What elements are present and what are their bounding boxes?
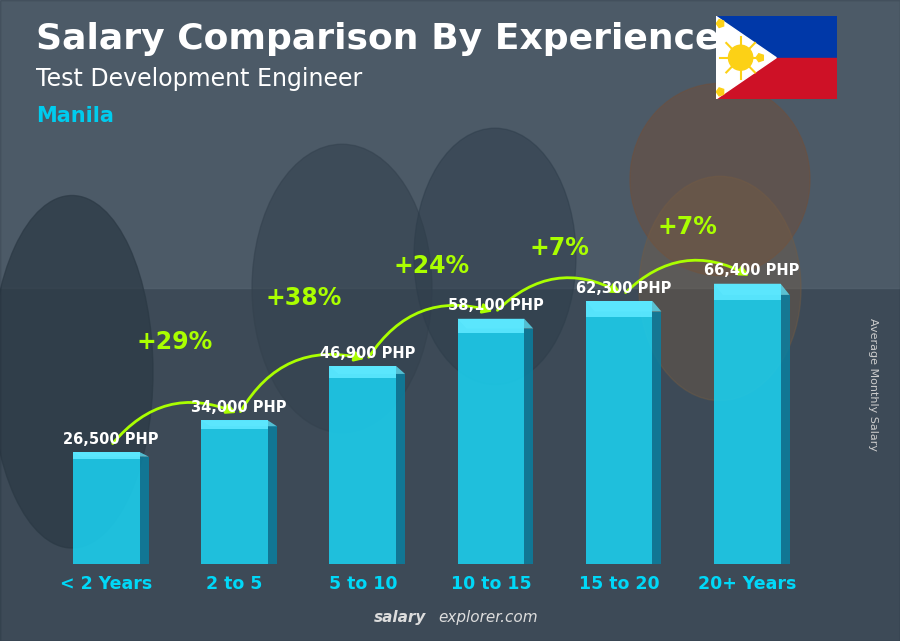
- Text: salary: salary: [374, 610, 426, 625]
- Bar: [202, 420, 268, 564]
- Ellipse shape: [0, 196, 153, 548]
- Text: 62,300 PHP: 62,300 PHP: [576, 281, 671, 296]
- Text: +7%: +7%: [658, 215, 717, 238]
- Polygon shape: [714, 284, 789, 295]
- Bar: [716, 16, 837, 58]
- Polygon shape: [716, 16, 776, 99]
- Polygon shape: [652, 312, 662, 564]
- Text: Salary Comparison By Experience: Salary Comparison By Experience: [36, 22, 719, 56]
- Text: Test Development Engineer: Test Development Engineer: [36, 67, 362, 91]
- Polygon shape: [525, 329, 533, 564]
- Text: Average Monthly Salary: Average Monthly Salary: [868, 318, 878, 451]
- Bar: [714, 284, 780, 301]
- Polygon shape: [396, 374, 405, 564]
- Text: 58,100 PHP: 58,100 PHP: [447, 298, 544, 313]
- Bar: [329, 366, 396, 564]
- Text: 66,400 PHP: 66,400 PHP: [704, 263, 799, 278]
- Text: 34,000 PHP: 34,000 PHP: [192, 400, 287, 415]
- Bar: [586, 301, 652, 564]
- Text: explorer.com: explorer.com: [438, 610, 538, 625]
- Polygon shape: [140, 456, 148, 564]
- Text: +24%: +24%: [393, 254, 470, 278]
- Polygon shape: [780, 295, 789, 564]
- Text: +7%: +7%: [529, 236, 590, 260]
- Bar: [586, 301, 652, 317]
- Text: Manila: Manila: [36, 106, 114, 126]
- Ellipse shape: [252, 144, 432, 433]
- Text: 26,500 PHP: 26,500 PHP: [63, 432, 158, 447]
- Bar: [329, 366, 396, 378]
- Text: +29%: +29%: [137, 329, 213, 354]
- Polygon shape: [73, 452, 148, 456]
- Text: +38%: +38%: [265, 287, 341, 310]
- Ellipse shape: [414, 128, 576, 385]
- Bar: [457, 319, 525, 333]
- Polygon shape: [457, 319, 533, 329]
- Ellipse shape: [630, 83, 810, 276]
- Bar: [457, 319, 525, 564]
- Bar: [73, 452, 140, 459]
- Bar: [0, 0, 900, 288]
- Ellipse shape: [639, 176, 801, 401]
- Polygon shape: [268, 426, 277, 564]
- Bar: [714, 284, 780, 564]
- Bar: [202, 420, 268, 429]
- Bar: [716, 58, 837, 99]
- Polygon shape: [586, 301, 662, 312]
- Circle shape: [728, 45, 752, 71]
- Polygon shape: [202, 420, 277, 426]
- Polygon shape: [329, 366, 405, 374]
- Text: 46,900 PHP: 46,900 PHP: [320, 345, 415, 361]
- Bar: [73, 452, 140, 564]
